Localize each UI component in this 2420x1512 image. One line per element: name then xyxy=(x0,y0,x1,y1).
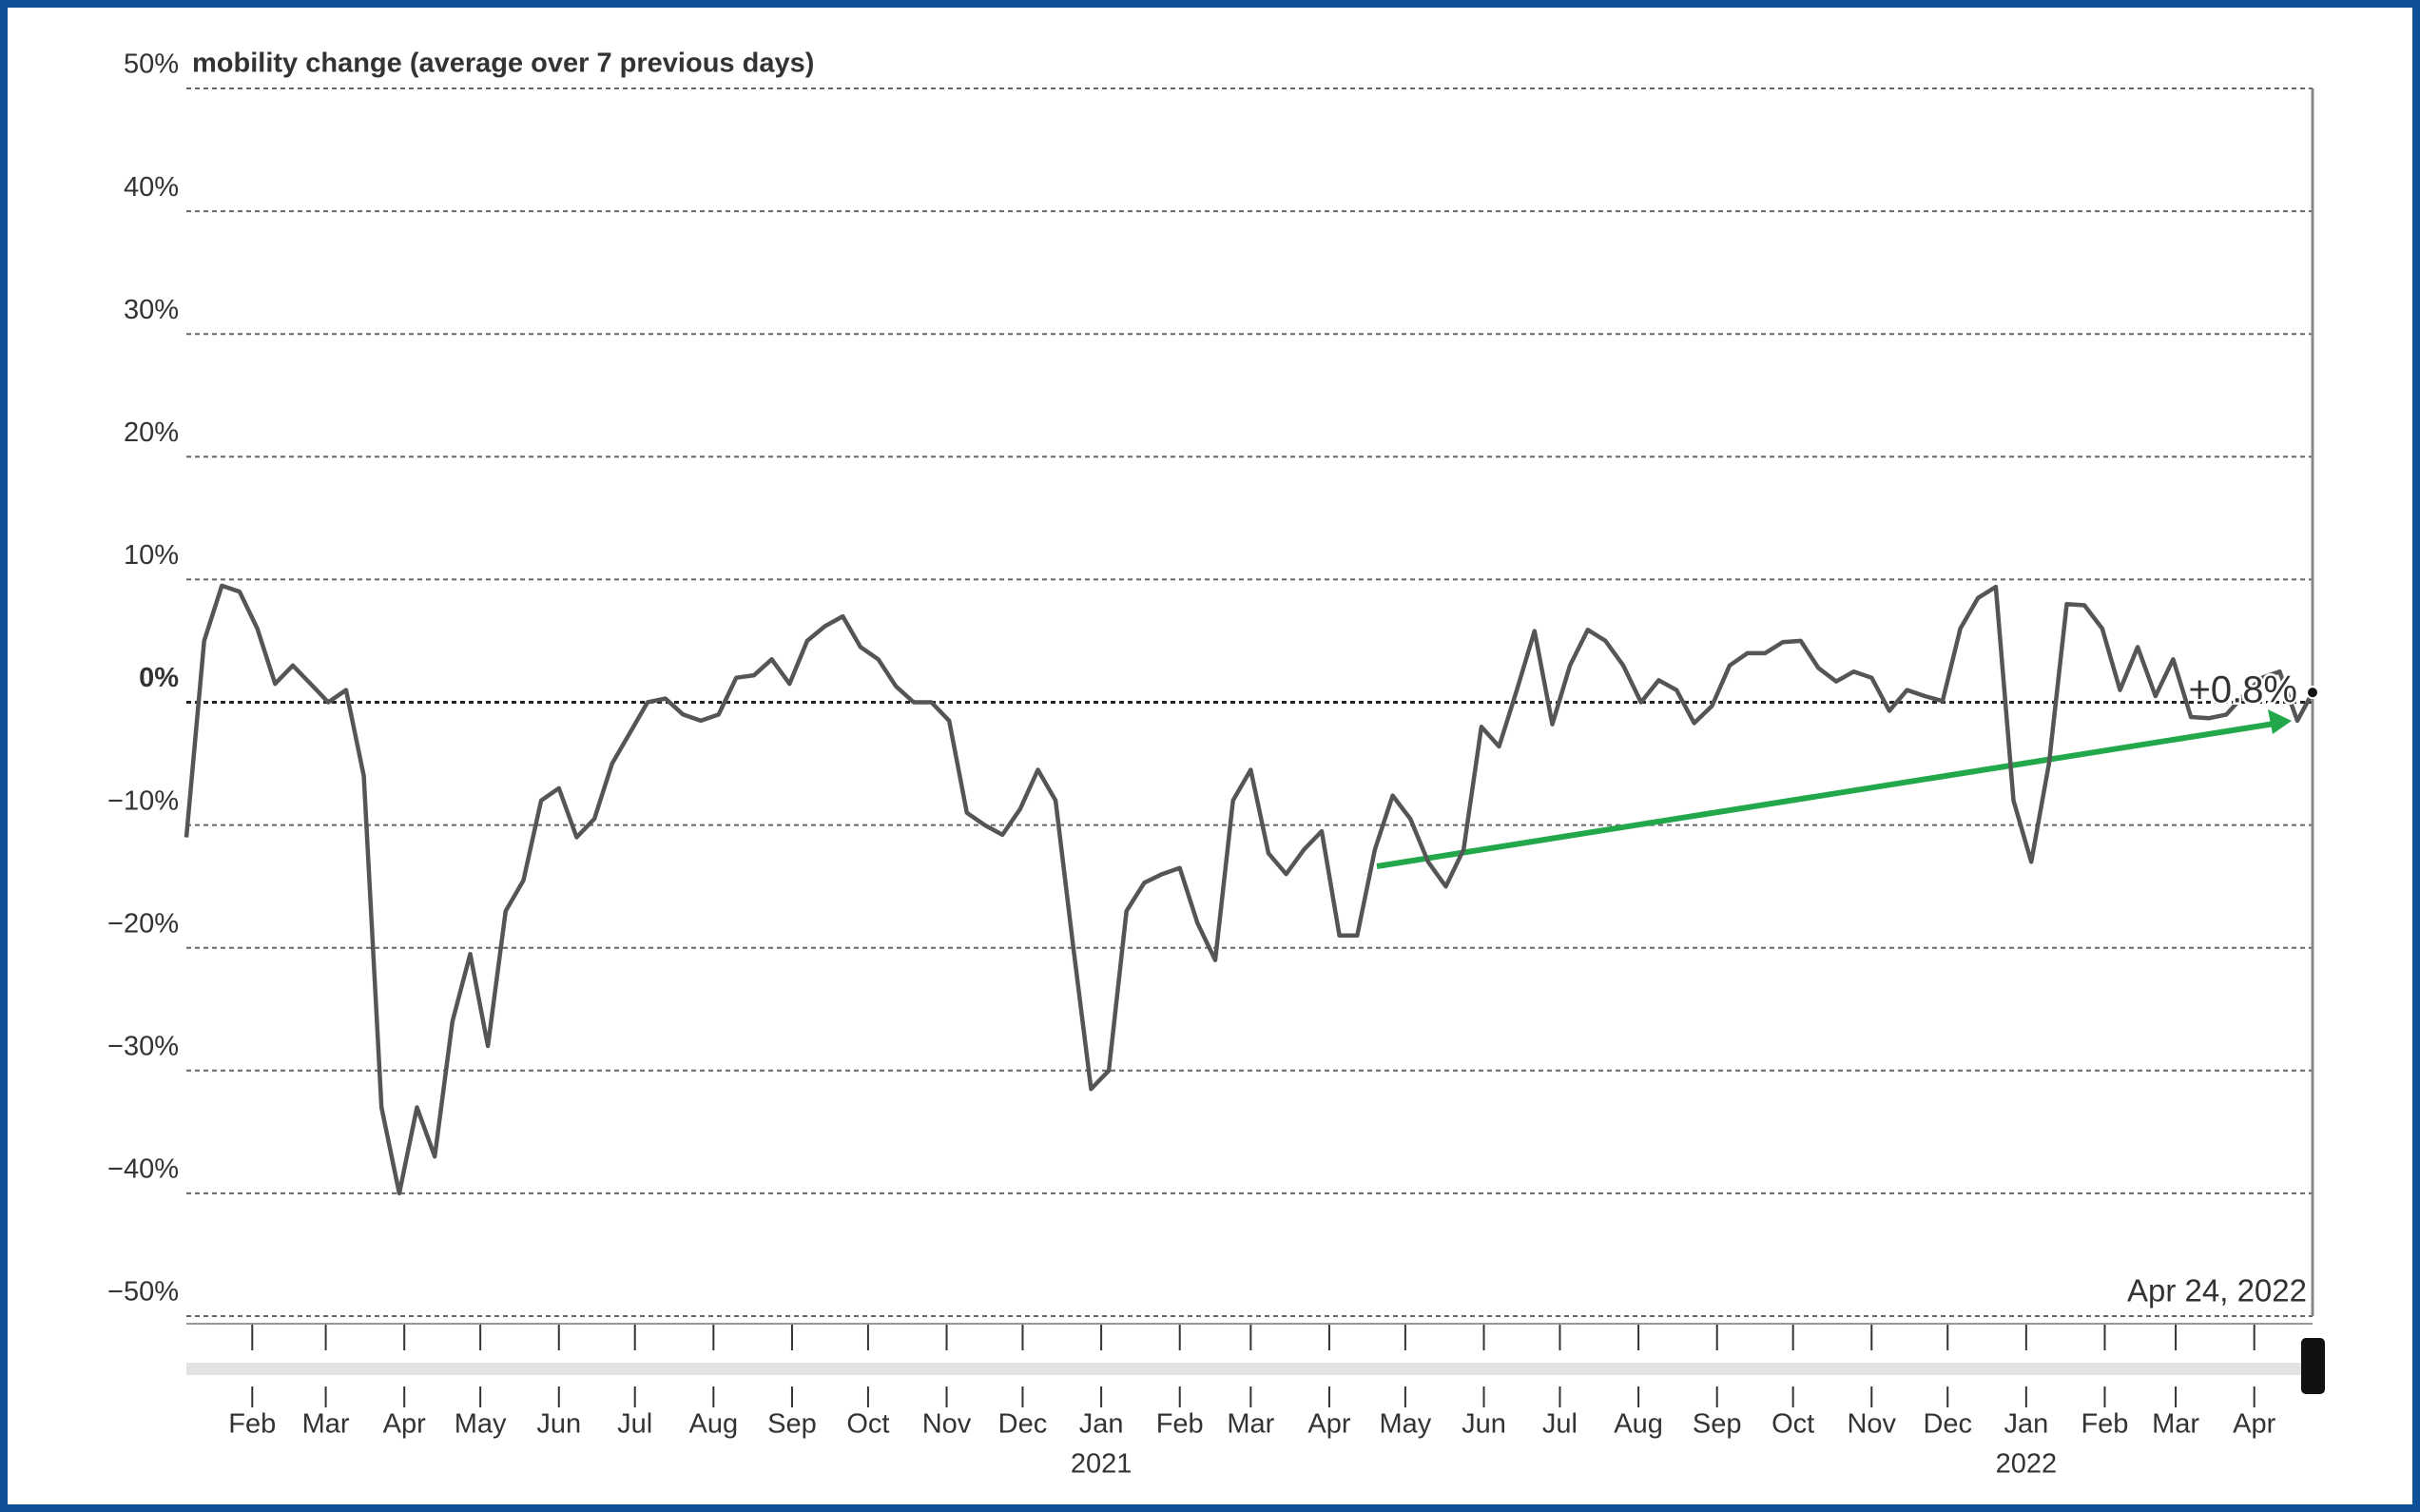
x-tick-label: Dec xyxy=(998,1409,1048,1440)
x-tick-label: May xyxy=(455,1409,507,1440)
year-label: 2022 xyxy=(1996,1449,2058,1480)
x-tick-label: Feb xyxy=(1156,1409,1204,1440)
x-tick-label: Apr xyxy=(383,1409,426,1440)
x-tick-label: Mar xyxy=(2152,1409,2199,1440)
y-tick-label: 30% xyxy=(124,295,179,325)
x-tick-label: Oct xyxy=(1771,1409,1814,1440)
x-tick-label: Oct xyxy=(846,1409,889,1440)
x-tick-label: Sep xyxy=(767,1409,817,1440)
x-tick-label: Aug xyxy=(689,1409,739,1440)
y-tick-label: 20% xyxy=(124,417,179,448)
x-tick-label: Jan xyxy=(1079,1409,1124,1440)
x-tick-label: Mar xyxy=(302,1409,350,1440)
x-tick-label: Sep xyxy=(1693,1409,1742,1440)
y-tick-label: −30% xyxy=(107,1031,179,1061)
trend-arrow xyxy=(1376,720,2281,869)
x-tick-label: Aug xyxy=(1614,1409,1663,1440)
scrollbar-handle[interactable] xyxy=(2301,1338,2325,1394)
x-tick-label: Jan xyxy=(2004,1409,2048,1440)
x-tick-label: Apr xyxy=(2233,1409,2275,1440)
y-tick-label: 50% xyxy=(124,49,179,80)
x-tick-label: Jun xyxy=(536,1409,581,1440)
y-tick-label: 40% xyxy=(124,172,179,203)
x-tick-label: Mar xyxy=(1227,1409,1274,1440)
y-tick-label: −20% xyxy=(107,908,179,939)
x-tick-label: Nov xyxy=(922,1409,972,1440)
x-tick-label: Feb xyxy=(228,1409,276,1440)
y-tick-label: −50% xyxy=(107,1277,179,1308)
x-tick-label: May xyxy=(1380,1409,1432,1440)
y-tick-label: −40% xyxy=(107,1154,179,1185)
x-tick-label: Apr xyxy=(1307,1409,1350,1440)
x-tick-label: Jul xyxy=(617,1409,652,1440)
x-tick-label: Dec xyxy=(1923,1409,1972,1440)
hover-value-label: +0.8% xyxy=(2188,669,2297,711)
x-tick-label: Jun xyxy=(1462,1409,1506,1440)
x-tick-label: Jul xyxy=(1542,1409,1578,1440)
trend-arrow-head xyxy=(2268,709,2292,734)
year-label: 2021 xyxy=(1071,1449,1133,1480)
y-axis-title: mobility change (average over 7 previous… xyxy=(192,48,814,79)
hover-point xyxy=(2306,686,2319,700)
scrollbar-track[interactable] xyxy=(186,1363,2307,1375)
y-tick-label: −10% xyxy=(107,785,179,816)
series-line xyxy=(184,583,2314,1196)
y-tick-label: 0% xyxy=(139,663,179,693)
x-tick-label: Feb xyxy=(2081,1409,2128,1440)
hover-date-label: Apr 24, 2022 xyxy=(2127,1273,2307,1308)
x-tick-label: Nov xyxy=(1847,1409,1896,1440)
y-tick-label: 10% xyxy=(124,540,179,571)
